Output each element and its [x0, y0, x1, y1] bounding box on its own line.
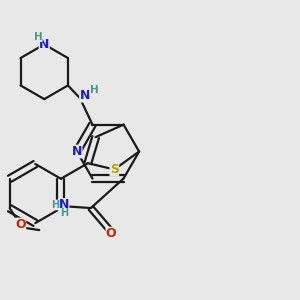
Text: H: H [34, 32, 42, 42]
Text: N: N [80, 89, 90, 102]
Text: N: N [39, 38, 50, 51]
Text: O: O [15, 218, 26, 231]
Text: N: N [72, 145, 82, 158]
Text: O: O [106, 227, 116, 240]
Text: N: N [59, 198, 69, 212]
Text: H: H [60, 208, 68, 218]
Text: H: H [90, 85, 98, 95]
Text: H: H [51, 200, 59, 210]
Text: S: S [110, 163, 119, 176]
